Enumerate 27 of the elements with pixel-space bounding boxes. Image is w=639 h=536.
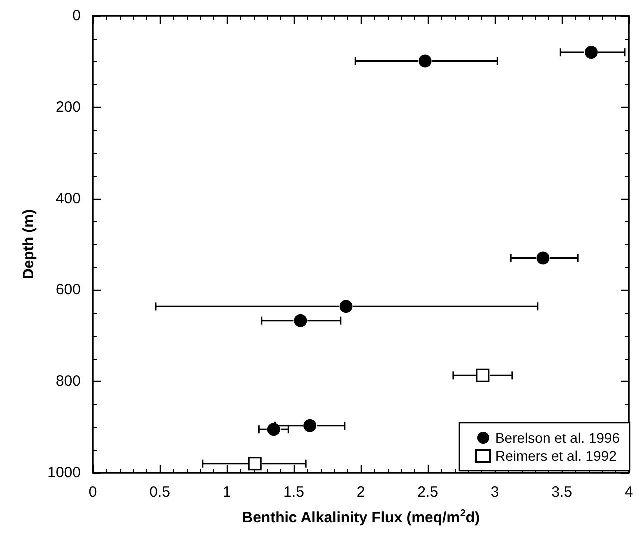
y-tick-label: 800 [56, 373, 81, 390]
point [584, 46, 598, 60]
y-tick-label: 1000 [48, 464, 81, 482]
x-tick-label: 0 [88, 484, 98, 501]
point [248, 457, 262, 471]
legend-label: Reimers et al. 1992 [495, 448, 618, 464]
point [476, 368, 490, 382]
y-tick-label: 0 [72, 8, 81, 24]
x-tick-label: 0.5 [150, 484, 170, 501]
x-tick-label: 2.5 [418, 484, 438, 501]
y-tick-label: 400 [56, 190, 81, 208]
x-tick-label: 3 [490, 484, 500, 501]
y-axis-title: Depth (m) [20, 210, 38, 280]
y-tick-label: 200 [56, 98, 81, 116]
x-tick-label: 4 [624, 484, 634, 501]
x-tick-label: 1 [222, 484, 232, 501]
x-tick-label: 3.5 [552, 484, 572, 501]
point [267, 423, 280, 436]
point [418, 54, 432, 68]
x-tick-label: 1.5 [284, 484, 304, 501]
point [294, 314, 308, 328]
point [304, 419, 317, 432]
x-tick-label: 2 [356, 484, 366, 501]
y-tick-label: 600 [56, 282, 81, 299]
point [536, 252, 550, 265]
legend-label: Berelson et al. 1996 [495, 430, 620, 446]
point [340, 300, 353, 314]
